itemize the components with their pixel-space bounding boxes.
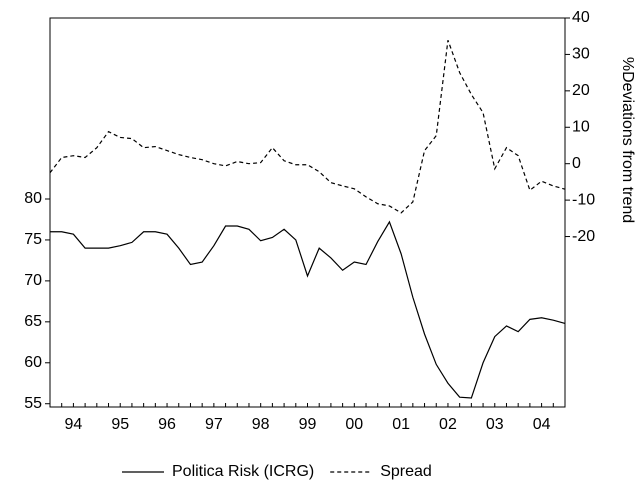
y2-tick-label: 30 <box>572 46 590 63</box>
x-tick-label: 01 <box>392 416 410 433</box>
y-tick-label: 60 <box>24 354 42 371</box>
x-tick-label: 94 <box>65 416 83 433</box>
y2-tick-label: -20 <box>572 228 595 245</box>
x-tick-label: 96 <box>158 416 176 433</box>
legend-label: Politica Risk (ICRG) <box>172 463 314 480</box>
y2-axis-label: %Deviations from trend <box>619 57 636 223</box>
y2-tick-label: -10 <box>572 191 595 208</box>
x-tick-label: 04 <box>533 416 551 433</box>
legend-label: Spread <box>380 463 432 480</box>
y2-tick-label: 20 <box>572 82 590 99</box>
series-line <box>49 40 566 214</box>
x-tick-label: 99 <box>299 416 317 433</box>
y-tick-label: 80 <box>24 190 42 207</box>
x-tick-label: 97 <box>205 416 223 433</box>
x-tick-label: 03 <box>486 416 504 433</box>
x-tick-label: 95 <box>111 416 129 433</box>
y-tick-label: 55 <box>24 395 42 412</box>
x-tick-label: 00 <box>345 416 363 433</box>
y2-tick-label: 10 <box>572 118 590 135</box>
x-tick-label: 98 <box>252 416 270 433</box>
x-tick-label: 02 <box>439 416 457 433</box>
y2-tick-label: 0 <box>572 155 581 172</box>
y-tick-label: 70 <box>24 272 42 289</box>
y-tick-label: 65 <box>24 313 42 330</box>
plot-frame <box>49 17 566 408</box>
y2-tick-label: 40 <box>572 9 590 26</box>
y-tick-label: 75 <box>24 231 42 248</box>
series-line <box>50 220 566 399</box>
